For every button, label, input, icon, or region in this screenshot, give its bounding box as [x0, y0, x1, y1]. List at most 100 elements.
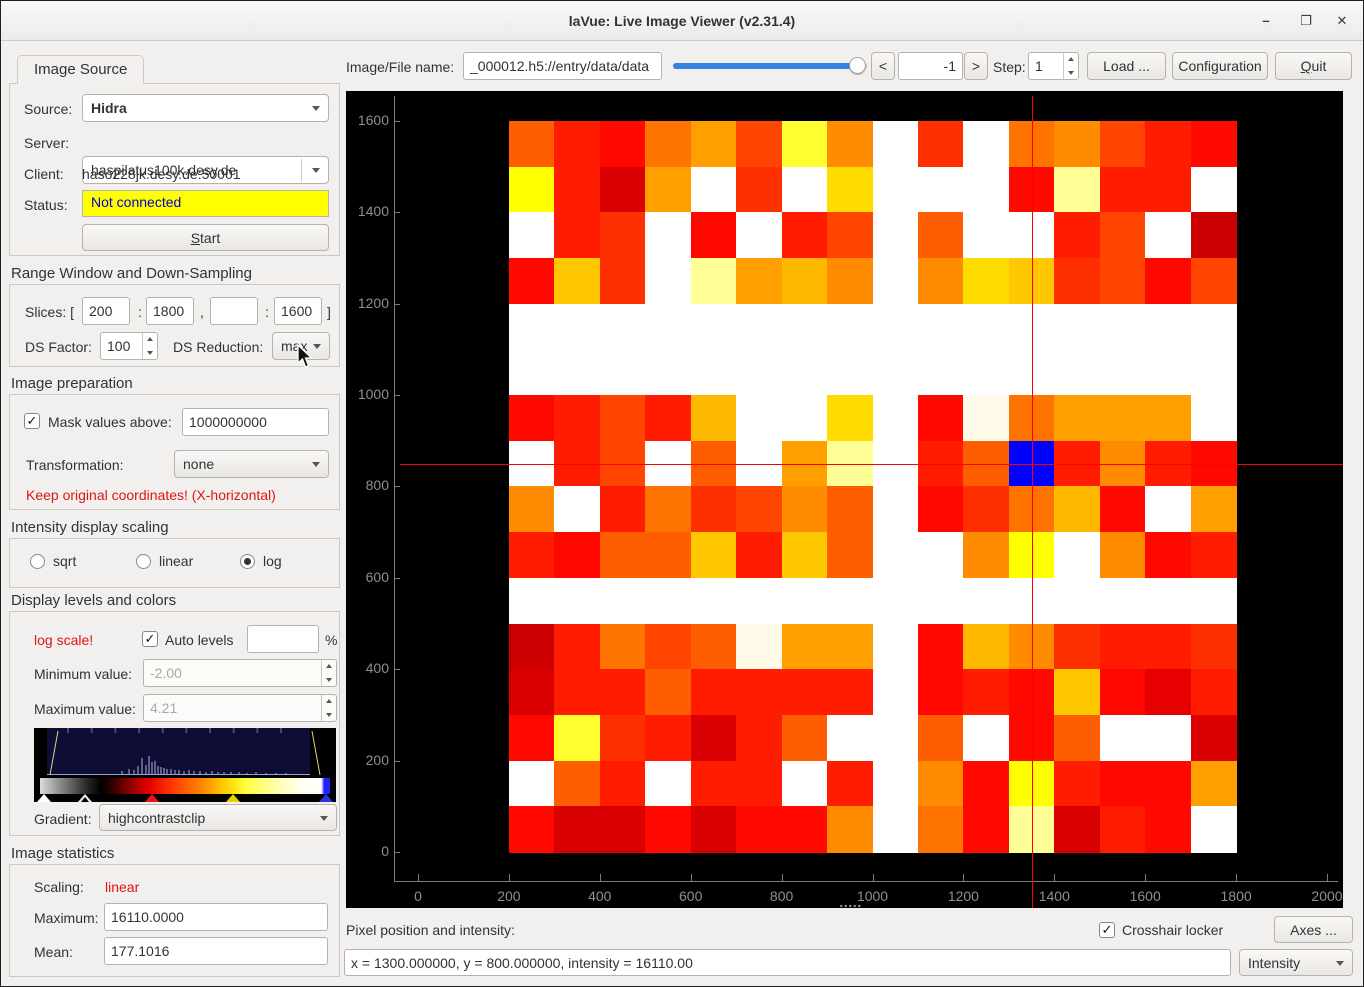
radio-icon[interactable]: [240, 553, 255, 569]
radio-icon[interactable]: [136, 553, 151, 569]
heatmap-cell[interactable]: [872, 166, 919, 213]
heatmap-cell[interactable]: [599, 577, 646, 625]
close-icon[interactable]: ✕: [1336, 13, 1348, 28]
heatmap-cell[interactable]: [690, 349, 737, 396]
heatmap-cell[interactable]: [917, 486, 964, 533]
heatmap-cell[interactable]: [645, 714, 692, 762]
heatmap-cell[interactable]: [963, 714, 1010, 762]
heatmap-cell[interactable]: [599, 258, 646, 305]
radio-icon[interactable]: [30, 553, 45, 569]
heatmap-cell[interactable]: [554, 395, 601, 442]
heatmap-cell[interactable]: [1099, 166, 1146, 213]
heatmap-cell[interactable]: [554, 212, 601, 259]
heatmap-cell[interactable]: [1145, 258, 1192, 305]
heatmap-cell[interactable]: [736, 806, 783, 853]
heatmap-cell[interactable]: [1145, 577, 1192, 625]
heatmap-cell[interactable]: [645, 669, 692, 716]
heatmap-cell[interactable]: [917, 669, 964, 716]
stats-mean-value[interactable]: [104, 937, 328, 965]
heatmap-cell[interactable]: [872, 349, 919, 396]
frame-number-input[interactable]: [898, 52, 963, 80]
heatmap-cell[interactable]: [690, 806, 737, 853]
heatmap-cell[interactable]: [1145, 760, 1192, 807]
heatmap-cell[interactable]: [1099, 120, 1146, 168]
heatmap-cell[interactable]: [872, 532, 919, 579]
heatmap-cell[interactable]: [872, 669, 919, 716]
heatmap-cell[interactable]: [1054, 714, 1101, 762]
heatmap-cell[interactable]: [599, 166, 646, 213]
heatmap-cell[interactable]: [645, 258, 692, 305]
heatmap-cell[interactable]: [599, 212, 646, 259]
heatmap-cell[interactable]: [690, 212, 737, 259]
heatmap-cell[interactable]: [1054, 303, 1101, 351]
heatmap-cell[interactable]: [1099, 395, 1146, 442]
heatmap-cell[interactable]: [1145, 349, 1192, 396]
image-plot[interactable]: 0 200 400 600 800 1000 1200 1400 1600 1800 2000 0 20…: [346, 91, 1343, 908]
auto-levels-percent-input[interactable]: [247, 625, 319, 653]
radio-sqrt[interactable]: sqrt: [30, 553, 76, 569]
heatmap-cell[interactable]: [1054, 806, 1101, 853]
heatmap-cell[interactable]: [645, 303, 692, 351]
heatmap-cell[interactable]: [599, 760, 646, 807]
heatmap-cell[interactable]: [781, 714, 828, 762]
heatmap-cell[interactable]: [781, 623, 828, 670]
heatmap-cell[interactable]: [781, 166, 828, 213]
heatmap-cell[interactable]: [690, 303, 737, 351]
slice-x2-input[interactable]: [146, 297, 194, 325]
heatmap-cell[interactable]: [690, 166, 737, 213]
heatmap-cell[interactable]: [917, 166, 964, 213]
heatmap-cell[interactable]: [690, 760, 737, 807]
configuration-button[interactable]: Configuration: [1172, 52, 1268, 80]
heatmap-cell[interactable]: [508, 120, 555, 168]
heatmap-cell[interactable]: [736, 669, 783, 716]
heatmap-cell[interactable]: [917, 212, 964, 259]
heatmap-cell[interactable]: [1054, 532, 1101, 579]
heatmap-cell[interactable]: [599, 120, 646, 168]
heatmap-cell[interactable]: [1190, 120, 1237, 168]
heatmap-cell[interactable]: [690, 714, 737, 762]
heatmap-cell[interactable]: [872, 395, 919, 442]
heatmap-cell[interactable]: [872, 486, 919, 533]
heatmap-cell[interactable]: [599, 806, 646, 853]
heatmap-cell[interactable]: [781, 532, 828, 579]
heatmap-cell[interactable]: [1190, 395, 1237, 442]
heatmap-cell[interactable]: [963, 212, 1010, 259]
heatmap-cell[interactable]: [508, 760, 555, 807]
heatmap-cell[interactable]: [917, 623, 964, 670]
radio-log[interactable]: log: [240, 553, 282, 569]
heatmap-cell[interactable]: [1190, 258, 1237, 305]
heatmap-cell[interactable]: [872, 303, 919, 351]
heatmap-cell[interactable]: [1099, 258, 1146, 305]
heatmap-cell[interactable]: [781, 303, 828, 351]
crosshair-horizontal-line[interactable]: [400, 463, 1343, 465]
heatmap-cell[interactable]: [1145, 623, 1192, 670]
heatmap-cell[interactable]: [827, 212, 874, 259]
heatmap-cell[interactable]: [599, 395, 646, 442]
heatmap-cell[interactable]: [736, 349, 783, 396]
heatmap-cell[interactable]: [645, 577, 692, 625]
heatmap-cell[interactable]: [1099, 623, 1146, 670]
heatmap-cell[interactable]: [1190, 577, 1237, 625]
heatmap-cell[interactable]: [1099, 532, 1146, 579]
heatmap-cell[interactable]: [1145, 806, 1192, 853]
heatmap-cell[interactable]: [599, 669, 646, 716]
heatmap-cell[interactable]: [645, 349, 692, 396]
heatmap-cell[interactable]: [781, 760, 828, 807]
axes-button[interactable]: Axes ...: [1274, 916, 1353, 943]
heatmap-cell[interactable]: [1054, 349, 1101, 396]
heatmap-cell[interactable]: [736, 166, 783, 213]
heatmap-cell[interactable]: [781, 212, 828, 259]
heatmap-cell[interactable]: [1054, 760, 1101, 807]
heatmap-cell[interactable]: [963, 669, 1010, 716]
heatmap-cell[interactable]: [827, 486, 874, 533]
heatmap-cell[interactable]: [645, 166, 692, 213]
frame-slider-handle[interactable]: [849, 57, 867, 74]
heatmap-cell[interactable]: [781, 258, 828, 305]
heatmap-cell[interactable]: [917, 714, 964, 762]
gradient-combobox[interactable]: highcontrastclip: [99, 804, 337, 831]
slice-x1-input[interactable]: [82, 297, 130, 325]
heatmap-cell[interactable]: [736, 623, 783, 670]
heatmap-cell[interactable]: [963, 532, 1010, 579]
step-spinbox[interactable]: [1028, 52, 1079, 80]
